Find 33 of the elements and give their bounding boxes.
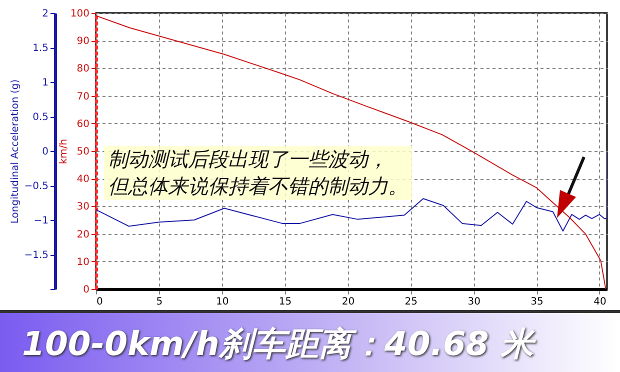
y-tick-label: 0: [42, 146, 48, 158]
x-tick-label: 40: [594, 296, 606, 308]
y-tick-label: 1: [42, 78, 48, 88]
x-tick-label: 35: [530, 296, 544, 308]
y-axis-title: Longitudinal Acceleration (g): [10, 79, 22, 224]
y2-tick-label: 70: [76, 91, 90, 102]
x-tick-label: 20: [342, 296, 355, 308]
y2-tick-label: 50: [76, 146, 90, 158]
y2-tick-label: 0: [83, 284, 90, 296]
y-tick-label: −1: [34, 216, 48, 226]
y-tick-label: −0.5: [24, 181, 48, 192]
line-series: [96, 152, 607, 232]
x-tick-label: 10: [216, 296, 229, 308]
y2-tick-label: 80: [76, 64, 90, 75]
x-tick-label: 5: [156, 296, 163, 308]
annotation: 制动测试后段出现了一些波动，: [108, 147, 388, 171]
y-tick-label: 2: [42, 8, 48, 20]
y2-tick-label: 30: [76, 202, 90, 213]
y2-tick-label: 60: [76, 118, 90, 130]
y-tick-label: −1.5: [24, 250, 48, 261]
y2-tick-label: 100: [70, 8, 90, 20]
y-tick-label: 0.5: [32, 112, 48, 123]
x-tick-label: 15: [278, 296, 292, 308]
annotation: 但总体来说保持着不错的制动力。: [108, 174, 408, 198]
y2-tick-label: 10: [76, 256, 90, 268]
y2-tick-label: 40: [76, 174, 90, 186]
y-tick-label: 1.5: [32, 43, 48, 54]
x-tick-label: 25: [404, 296, 418, 308]
y2-tick-label: 20: [76, 229, 90, 240]
y2-tick-label: 90: [76, 36, 90, 48]
x-tick-label: 30: [468, 296, 480, 308]
y2-axis-title: km/h: [58, 138, 70, 164]
x-tick-label: 0: [96, 296, 103, 308]
